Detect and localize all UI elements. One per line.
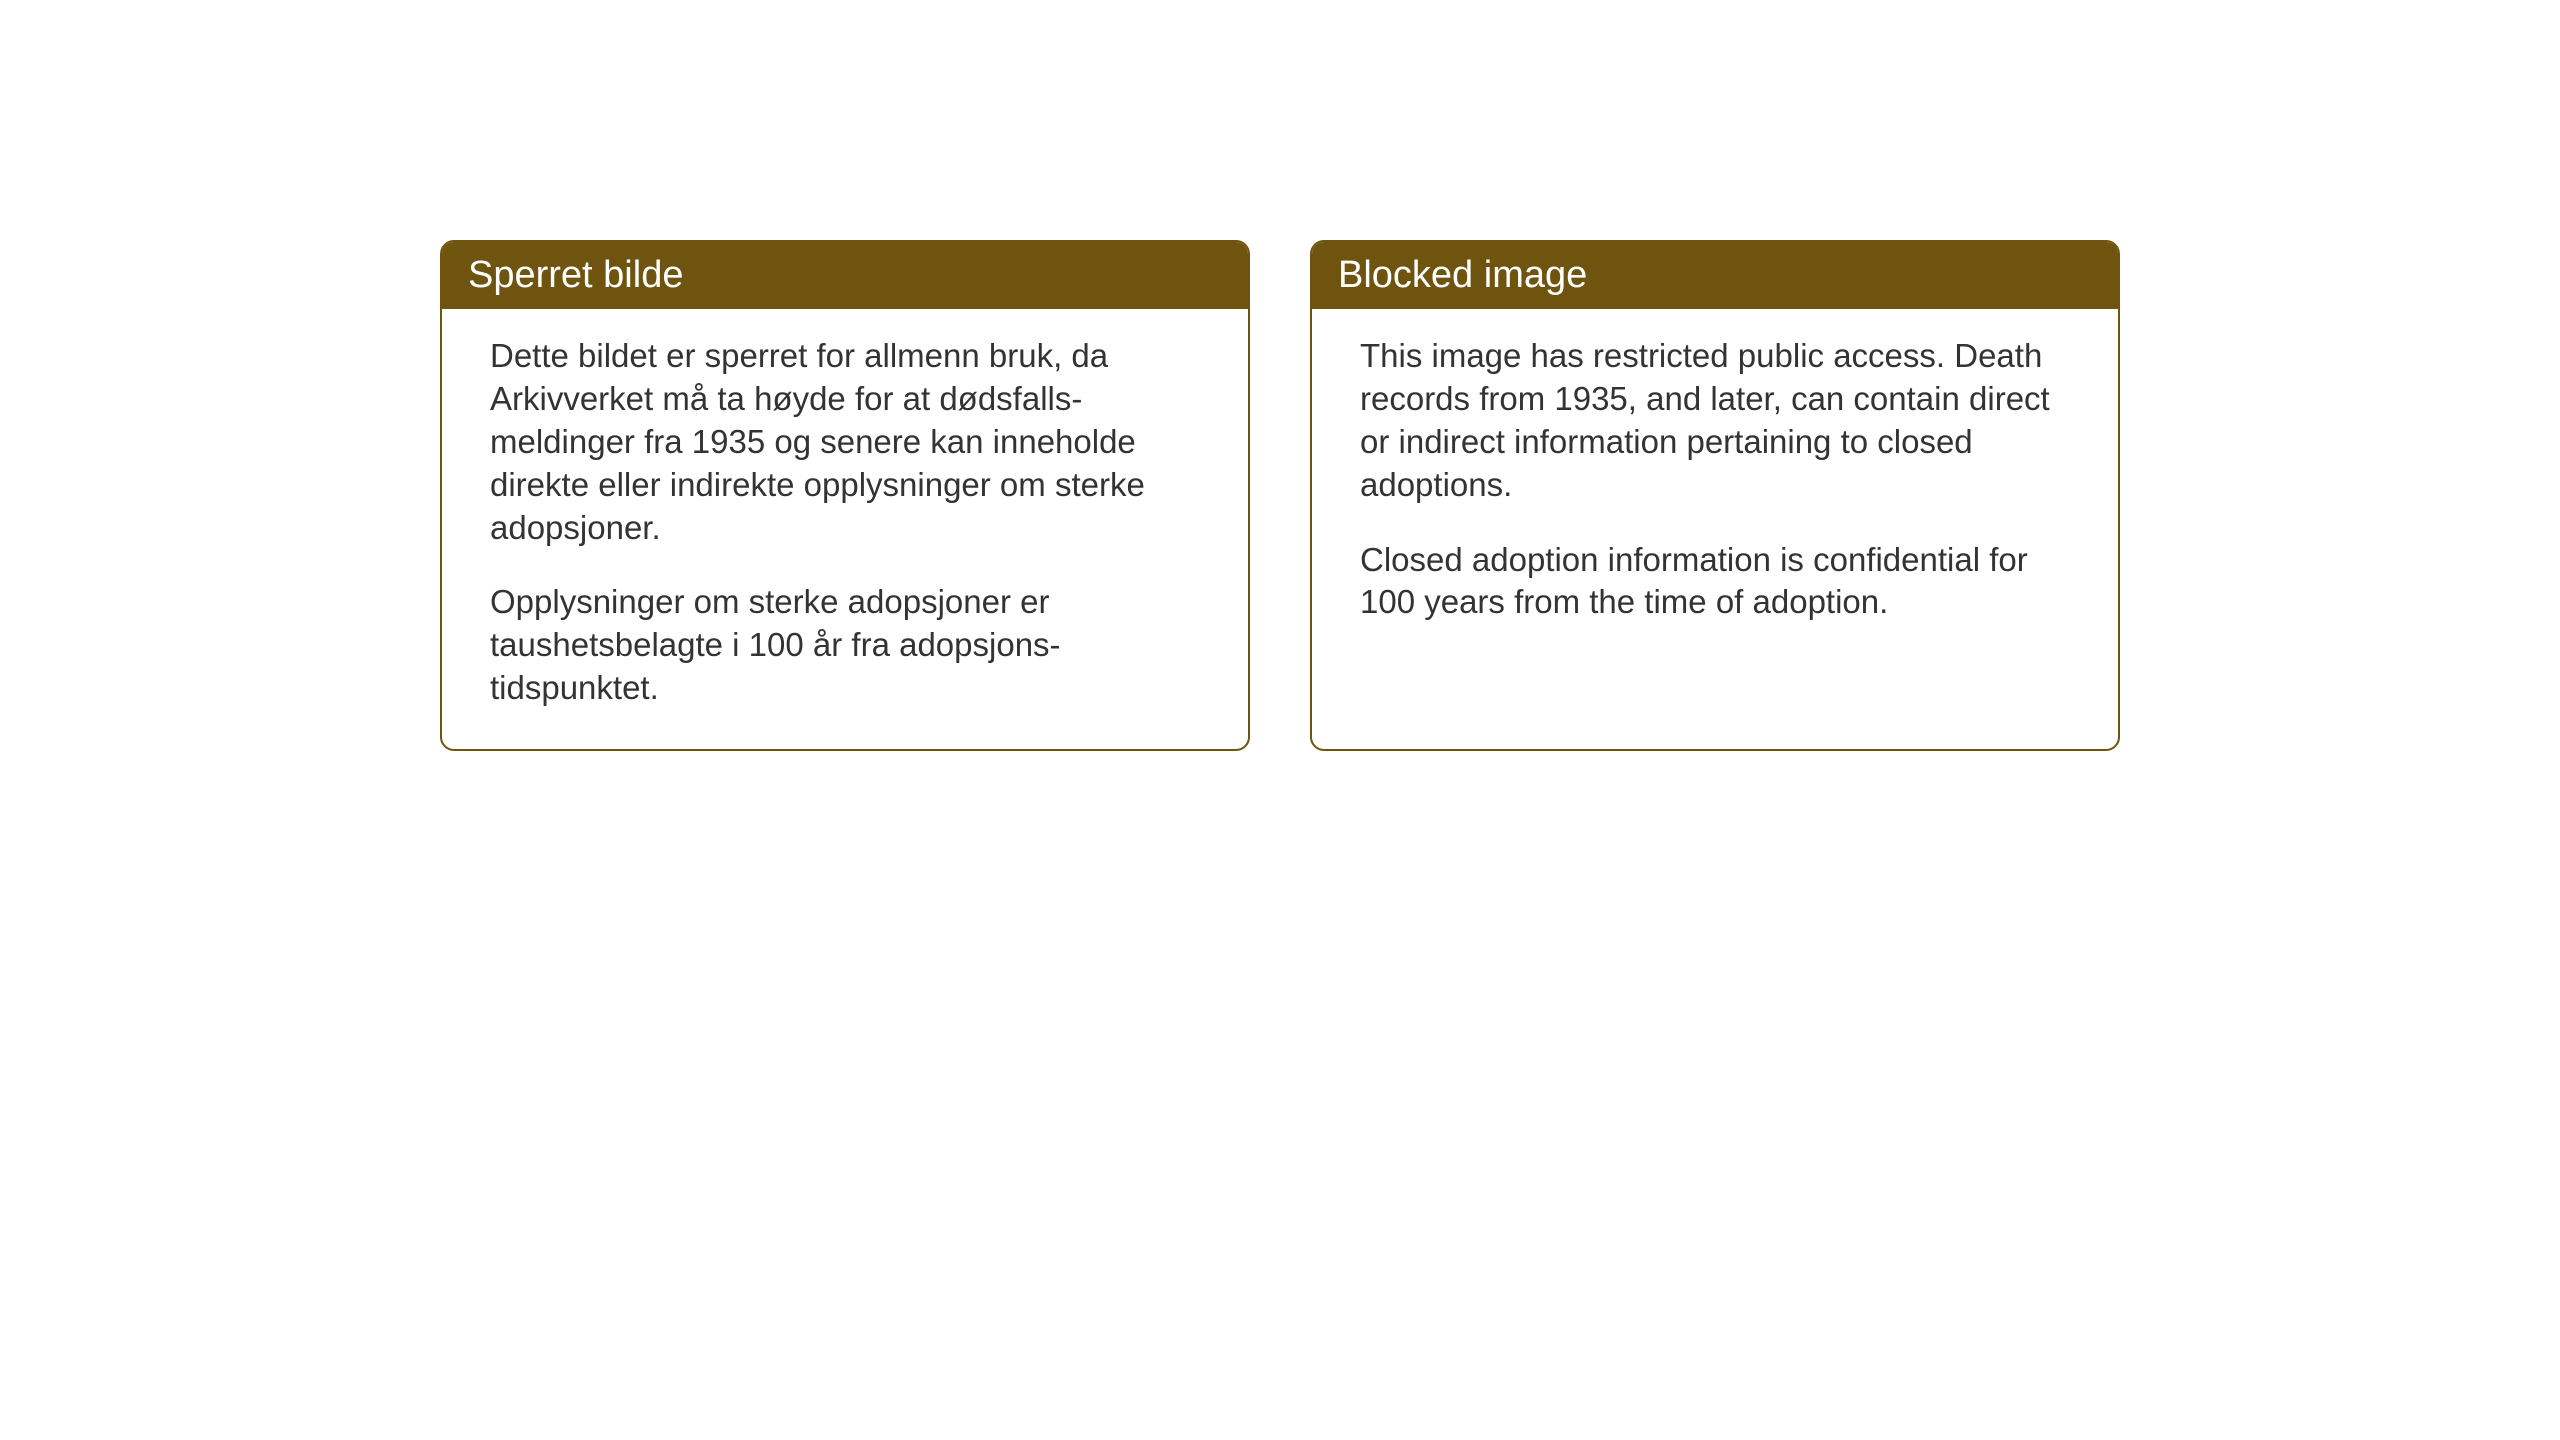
card-title: Sperret bilde [468, 254, 683, 296]
card-title: Blocked image [1338, 254, 1587, 296]
blocked-image-card-norwegian: Sperret bilde Dette bildet er sperret fo… [440, 240, 1250, 751]
card-header-norwegian: Sperret bilde [442, 242, 1248, 309]
card-body-norwegian: Dette bildet er sperret for allmenn bruk… [442, 309, 1248, 749]
blocked-image-card-english: Blocked image This image has restricted … [1310, 240, 2120, 751]
card-paragraph: This image has restricted public access.… [1360, 335, 2070, 507]
card-header-english: Blocked image [1312, 242, 2118, 309]
card-paragraph: Closed adoption information is confident… [1360, 539, 2070, 625]
card-body-english: This image has restricted public access.… [1312, 309, 2118, 749]
card-paragraph: Opplysninger om sterke adopsjoner er tau… [490, 581, 1200, 710]
cards-container: Sperret bilde Dette bildet er sperret fo… [440, 240, 2120, 751]
card-paragraph: Dette bildet er sperret for allmenn bruk… [490, 335, 1200, 549]
